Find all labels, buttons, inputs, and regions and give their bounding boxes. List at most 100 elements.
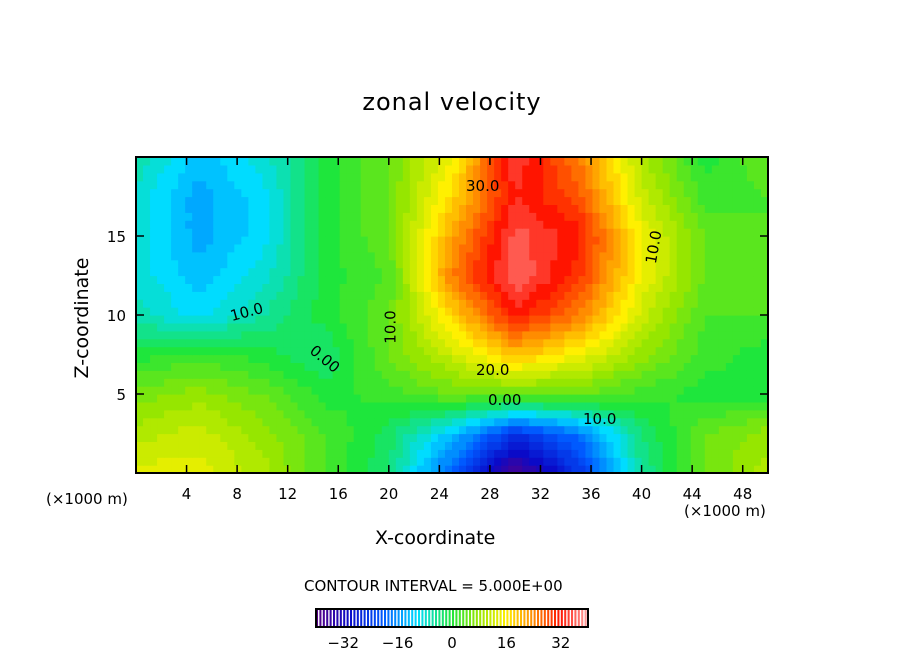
heatmap-cell [501, 220, 509, 229]
heatmap-cell [690, 441, 699, 450]
heatmap-cell [395, 307, 404, 316]
heatmap-cell [613, 433, 622, 442]
heatmap-cell [381, 425, 390, 435]
heatmap-cell [655, 378, 664, 387]
heatmap-cell [585, 299, 594, 308]
heatmap-cell [662, 401, 671, 411]
heatmap-cell [290, 228, 299, 237]
x-tick-label: 8 [232, 485, 242, 503]
heatmap-cell [444, 401, 453, 411]
heatmap-cell [423, 441, 432, 450]
heatmap-cell [248, 267, 256, 277]
heatmap-cell [529, 378, 537, 387]
heatmap-cell [536, 378, 544, 387]
heatmap-cell [171, 236, 179, 245]
heatmap-cell [332, 196, 341, 205]
heatmap-cell [592, 275, 601, 284]
heatmap-cell [346, 394, 355, 403]
heatmap-cell [255, 157, 263, 166]
heatmap-cell [304, 172, 313, 182]
heatmap-cell [669, 315, 678, 324]
heatmap-cell [655, 157, 664, 166]
heatmap-cell [557, 346, 565, 356]
heatmap-cell [311, 338, 320, 348]
heatmap-cell [164, 307, 172, 316]
heatmap-cell [655, 315, 664, 324]
colorbar-swatch [530, 609, 533, 627]
heatmap-cell [543, 465, 551, 474]
heatmap-cell [178, 307, 186, 316]
heatmap-cell [367, 243, 376, 253]
heatmap-cell [150, 267, 158, 277]
heatmap-cell [332, 449, 341, 458]
heatmap-cell [753, 267, 762, 277]
colorbar-swatch [350, 609, 353, 627]
heatmap-cell [704, 299, 713, 308]
heatmap-cell [416, 204, 425, 213]
heatmap-cell [564, 465, 572, 474]
heatmap-cell [683, 172, 692, 182]
heatmap-cell [746, 196, 755, 205]
heatmap-cell [325, 378, 334, 387]
heatmap-cell [711, 275, 720, 284]
heatmap-cell [536, 394, 544, 403]
heatmap-cell [529, 322, 537, 332]
heatmap-cell [753, 172, 762, 182]
heatmap-cell [452, 299, 460, 308]
heatmap-cell [269, 401, 278, 411]
heatmap-cell [311, 236, 320, 245]
heatmap-cell [304, 378, 313, 387]
heatmap-cell [543, 378, 551, 387]
heatmap-cell [262, 212, 271, 221]
heatmap-cell [339, 322, 348, 332]
heatmap-cell [220, 236, 228, 245]
heatmap-cell [711, 172, 720, 182]
heatmap-cell [332, 291, 341, 300]
heatmap-cell [290, 188, 299, 198]
heatmap-cell [199, 322, 207, 332]
heatmap-cell [571, 291, 579, 300]
heatmap-cell [564, 243, 572, 253]
heatmap-cell [199, 243, 207, 253]
heatmap-cell [444, 457, 453, 466]
heatmap-cell [487, 196, 495, 205]
heatmap-cell [150, 164, 158, 174]
heatmap-cell [304, 283, 313, 292]
heatmap-cell [241, 449, 249, 458]
heatmap-cell [150, 291, 158, 300]
heatmap-cell [529, 354, 537, 363]
heatmap-cell [718, 291, 727, 300]
heatmap-cell [346, 354, 355, 363]
heatmap-cell [683, 291, 692, 300]
heatmap-cell [739, 370, 748, 379]
heatmap-cell [641, 172, 650, 182]
heatmap-cell [473, 338, 481, 348]
heatmap-cell [269, 283, 278, 292]
heatmap-cell [367, 291, 376, 300]
heatmap-cell [437, 157, 446, 166]
heatmap-cell [213, 338, 221, 348]
heatmap-cell [150, 354, 158, 363]
heatmap-cell [171, 354, 179, 363]
heatmap-cell [452, 362, 460, 371]
heatmap-cell [325, 401, 334, 411]
heatmap-cell [213, 417, 221, 427]
heatmap-cell [599, 425, 608, 435]
heatmap-cell [655, 425, 664, 435]
heatmap-cell [311, 425, 320, 435]
heatmap-cell [655, 196, 664, 205]
heatmap-cell [325, 409, 334, 419]
heatmap-cell [178, 204, 186, 213]
heatmap-cell [494, 220, 502, 229]
heatmap-cell [430, 465, 439, 474]
heatmap-cell [304, 401, 313, 411]
heatmap-cell [150, 299, 158, 308]
heatmap-cell [248, 228, 256, 237]
heatmap-cell [662, 228, 671, 237]
heatmap-cell [213, 164, 221, 174]
heatmap-cell [739, 212, 748, 221]
heatmap-cell [753, 196, 762, 205]
colorbar-swatch [336, 609, 339, 627]
heatmap-cell [171, 164, 179, 174]
heatmap-cell [304, 299, 313, 308]
